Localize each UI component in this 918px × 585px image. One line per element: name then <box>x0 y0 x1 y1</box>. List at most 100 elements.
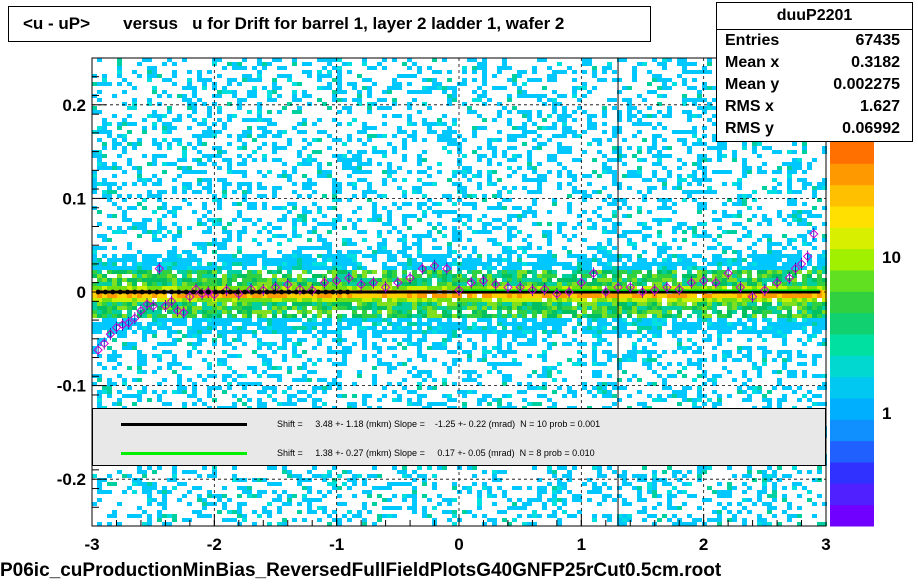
heatmap-cell <box>682 98 687 102</box>
heatmap-cell <box>407 262 412 266</box>
heatmap-cell <box>497 242 502 246</box>
heatmap-cell <box>662 94 667 98</box>
heatmap-cell <box>547 306 552 310</box>
heatmap-cell <box>112 338 117 342</box>
heatmap-cell <box>617 146 622 150</box>
heatmap-cell <box>417 326 422 330</box>
heatmap-cell <box>557 282 562 286</box>
heatmap-cell <box>312 138 317 142</box>
heatmap-cell <box>567 114 572 118</box>
heatmap-cell <box>377 298 382 302</box>
heatmap-cell <box>97 210 102 214</box>
heatmap-cell <box>217 110 222 114</box>
heatmap-cell <box>532 166 537 170</box>
heatmap-cell <box>652 58 657 62</box>
heatmap-cell <box>637 230 642 234</box>
heatmap-cell <box>612 226 617 230</box>
heatmap-cell <box>667 258 672 262</box>
heatmap-cell <box>757 334 762 338</box>
heatmap-cell <box>462 306 467 310</box>
heatmap-cell <box>242 278 247 282</box>
heatmap-cell <box>157 218 162 222</box>
heatmap-cell <box>447 198 452 202</box>
heatmap-cell <box>652 138 657 142</box>
heatmap-cell <box>592 210 597 214</box>
heatmap-cell <box>707 86 712 90</box>
heatmap-cell <box>387 306 392 310</box>
heatmap-cell <box>292 294 297 298</box>
heatmap-cell <box>267 282 272 286</box>
heatmap-cell <box>512 262 517 266</box>
heatmap-cell <box>542 142 547 146</box>
heatmap-cell <box>772 334 777 338</box>
heatmap-cell <box>482 66 487 70</box>
heatmap-cell <box>387 174 392 178</box>
heatmap-cell <box>417 254 422 258</box>
heatmap-cell <box>282 254 287 258</box>
heatmap-cell <box>622 254 627 258</box>
heatmap-cell <box>202 122 207 126</box>
heatmap-cell <box>422 158 427 162</box>
heatmap-cell <box>402 222 407 226</box>
heatmap-cell <box>162 278 167 282</box>
heatmap-cell <box>472 310 477 314</box>
heatmap-cell <box>527 318 532 322</box>
heatmap-cell <box>607 286 612 290</box>
heatmap-cell <box>672 286 677 290</box>
heatmap-cell <box>167 326 172 330</box>
heatmap-cell <box>337 338 342 342</box>
heatmap-cell <box>632 270 637 274</box>
heatmap-cell <box>537 58 542 62</box>
heatmap-cell <box>662 278 667 282</box>
heatmap-cell <box>562 334 567 338</box>
heatmap-cell <box>582 314 587 318</box>
heatmap-cell <box>807 254 812 258</box>
heatmap-cell <box>647 150 652 154</box>
heatmap-cell <box>212 198 217 202</box>
heatmap-cell <box>727 198 732 202</box>
heatmap-cell <box>657 318 662 322</box>
heatmap-cell <box>512 82 517 86</box>
heatmap-cell <box>352 294 357 298</box>
heatmap-cell <box>672 130 677 134</box>
heatmap-cell <box>717 226 722 230</box>
heatmap-cell <box>467 294 472 298</box>
heatmap-cell <box>382 294 387 298</box>
heatmap-cell <box>457 218 462 222</box>
heatmap-cell <box>287 278 292 282</box>
heatmap-cell <box>227 166 232 170</box>
heatmap-cell <box>92 130 97 134</box>
heatmap-cell <box>297 306 302 310</box>
heatmap-cell <box>607 258 612 262</box>
heatmap-cell <box>142 218 147 222</box>
heatmap-cell <box>607 330 612 334</box>
heatmap-cell <box>387 278 392 282</box>
heatmap-cell <box>182 286 187 290</box>
heatmap-cell <box>242 310 247 314</box>
heatmap-cell <box>352 98 357 102</box>
heatmap-cell <box>382 338 387 342</box>
heatmap-cell <box>532 310 537 314</box>
heatmap-cell <box>752 262 757 266</box>
heatmap-cell <box>512 318 517 322</box>
heatmap-cell <box>232 190 237 194</box>
heatmap-cell <box>547 66 552 70</box>
heatmap-cell <box>672 322 677 326</box>
heatmap-cell <box>792 162 797 166</box>
heatmap-cell <box>817 302 822 306</box>
heatmap-cell <box>362 278 367 282</box>
heatmap-cell <box>747 286 752 290</box>
heatmap-cell <box>447 138 452 142</box>
heatmap-cell <box>412 282 417 286</box>
heatmap-cell <box>687 98 692 102</box>
heatmap-cell <box>297 282 302 286</box>
heatmap-cell <box>102 322 107 326</box>
heatmap-cell <box>587 322 592 326</box>
heatmap-cell <box>347 302 352 306</box>
heatmap-cell <box>757 262 762 266</box>
heatmap-cell <box>202 302 207 306</box>
heatmap-cell <box>287 286 292 290</box>
heatmap-cell <box>597 302 602 306</box>
heatmap-cell <box>247 118 252 122</box>
heatmap-cell <box>137 314 142 318</box>
